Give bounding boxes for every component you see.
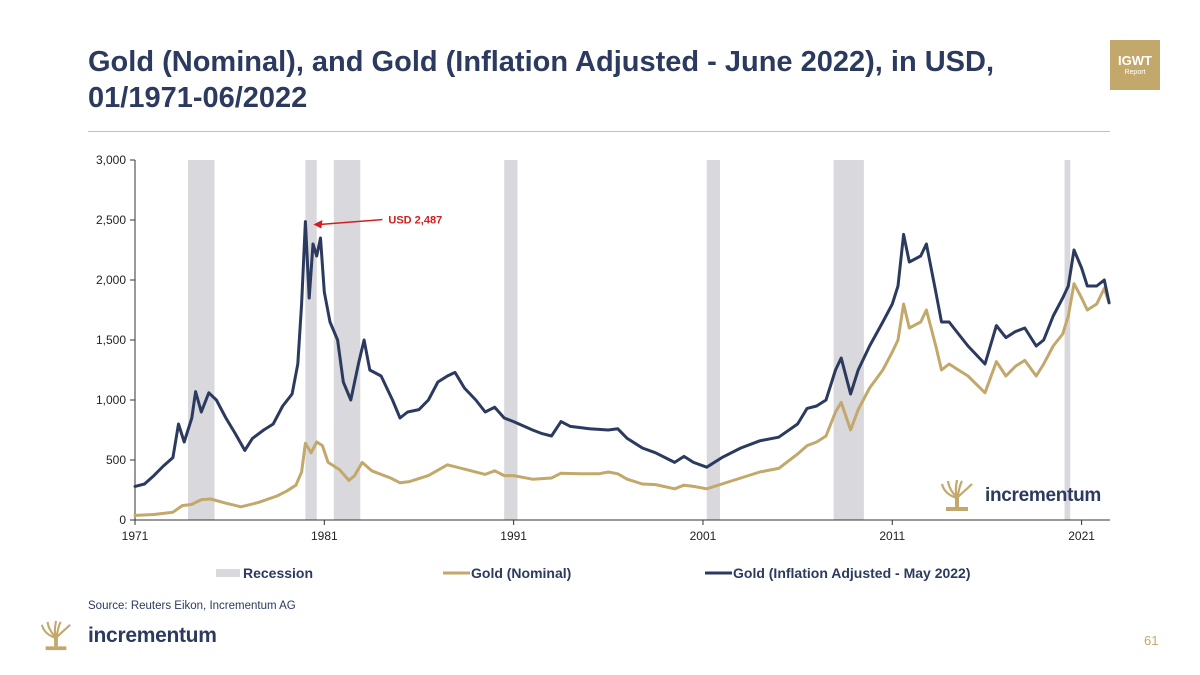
annotation-label: USD 2,487 [388,215,442,227]
badge-main-text: IGWT [1118,53,1152,68]
page-number: 61 [1144,633,1159,648]
series-lines [133,220,1111,517]
recession-band-3 [504,160,518,520]
badge-sub-text: Report [1124,69,1146,76]
legend-label-inflation-adjusted: Gold (Inflation Adjusted - May 2022) [733,565,971,581]
y-tick-label-0: 0 [119,513,126,527]
series-line-gold-nominal [133,282,1111,517]
source-note: Source: Reuters Eikon, Incrementum AG [88,600,296,612]
incrementum-logo-footer: incrementum [88,624,217,647]
chart-title: Gold (Nominal), and Gold (Inflation Adju… [88,44,1048,116]
annotation-arrow [319,218,383,226]
recession-band-5 [833,160,864,520]
recession-band-0 [188,160,215,520]
recession-bands [188,160,1071,520]
incrementum-tree-icon-footer [40,620,71,651]
x-tick-label-0: 1971 [122,529,149,543]
x-tick-label-1: 1981 [311,529,338,543]
title-line-1: Gold (Nominal), and Gold (Inflation Adju… [88,46,995,78]
y-tick-label-2: 1,000 [96,393,126,407]
chart-area: 0 500 1,000 1,500 2,000 2,500 3,000 1971 1981 199… [96,153,1111,581]
y-tick-label-5: 2,500 [96,213,126,227]
igwt-report-badge: IGWT Report [1110,40,1160,90]
recession-band-1 [305,160,317,520]
legend: Recession Gold (Nominal) Gold (Inflation… [216,565,971,581]
peak-annotation: USD 2,487 [313,215,442,229]
legend-label-nominal: Gold (Nominal) [471,565,571,581]
y-tick-label-6: 3,000 [96,153,126,167]
x-tick-label-5: 2021 [1068,529,1095,543]
annotation-arrowhead [313,220,323,229]
y-tick-label-3: 1,500 [96,333,126,347]
recession-band-4 [706,160,720,520]
y-tick-label-4: 2,000 [96,273,126,287]
legend-label-recession: Recession [243,565,313,581]
recession-band-6 [1064,160,1071,520]
legend-swatch-recession [216,569,240,577]
x-tick-label-2: 1991 [500,529,527,543]
x-tick-label-3: 2001 [690,529,717,543]
title-line-2: 01/1971-06/2022 [88,82,308,114]
x-tick-label-4: 2011 [879,529,905,543]
series-line-gold-inflation-adjusted [133,220,1111,488]
title-divider [88,131,1110,132]
incrementum-tree-icon [940,480,973,511]
axes: 0 500 1,000 1,500 2,000 2,500 3,000 1971 1981 199… [96,153,1110,543]
y-tick-label-1: 500 [106,453,126,467]
incrementum-logo-chart: incrementum [985,485,1102,506]
